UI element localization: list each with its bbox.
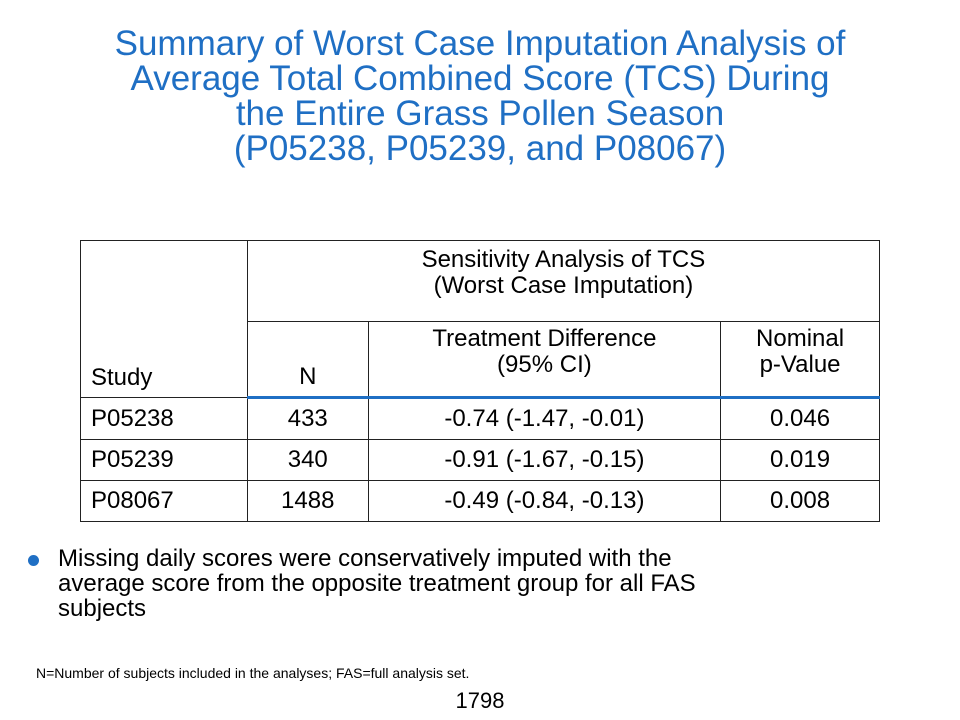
bullet-text: Missing daily scores were conservatively… [58,546,938,621]
table-row: P08067 1488 -0.49 (-0.84, -0.13) 0.008 [80,480,880,522]
bullet-line: subjects [58,595,147,622]
cell-study: P05239 [80,439,248,481]
cell-treatment-difference: -0.91 (-1.67, -0.15) [367,439,722,481]
header-line: Treatment Difference [432,325,657,352]
cell-p-value: 0.008 [720,480,880,522]
footnote: N=Number of subjects included in the ana… [36,665,470,681]
title-line: Average Total Combined Score (TCS) Durin… [130,59,830,98]
cell-treatment-difference: -0.49 (-0.84, -0.13) [367,480,722,522]
header-n: N [246,321,369,399]
header-p-value: Nominal p-Value [720,321,880,399]
table-row: P05238 433 -0.74 (-1.47, -0.01) 0.046 [80,397,880,440]
header-line: Nominal [756,325,845,352]
cell-n: 433 [246,397,369,440]
cell-n: 1488 [246,480,369,522]
header-study: Study [80,240,248,398]
cell-n: 340 [246,439,369,481]
header-line: (95% CI) [497,351,592,378]
page-number: 1798 [455,688,505,713]
bullet-line: average score from the opposite treatmen… [58,570,696,597]
bullet-dot-icon [28,555,39,566]
cell-treatment-difference: -0.74 (-1.47, -0.01) [367,397,722,440]
title-line: Summary of Worst Case Imputation Analysi… [114,24,846,63]
bullet-line: Missing daily scores were conservatively… [58,545,672,572]
cell-p-value: 0.019 [720,439,880,481]
slide-title: Summary of Worst Case Imputation Analysi… [0,26,960,166]
title-line: the Entire Grass Pollen Season [235,94,725,133]
header-group-line: (Worst Case Imputation) [433,272,694,299]
header-treatment-difference: Treatment Difference (95% CI) [367,321,722,399]
sensitivity-table: Study Sensitivity Analysis of TCS (Worst… [80,240,881,522]
cell-p-value: 0.046 [720,397,880,440]
cell-study: P08067 [80,480,248,522]
header-line: p-Value [759,351,841,378]
title-line: (P05238, P05239, and P08067) [233,129,727,168]
cell-study: P05238 [80,397,248,440]
header-group: Sensitivity Analysis of TCS (Worst Case … [246,240,881,322]
header-group-line: Sensitivity Analysis of TCS [421,246,706,273]
table-row: P05239 340 -0.91 (-1.67, -0.15) 0.019 [80,439,880,481]
